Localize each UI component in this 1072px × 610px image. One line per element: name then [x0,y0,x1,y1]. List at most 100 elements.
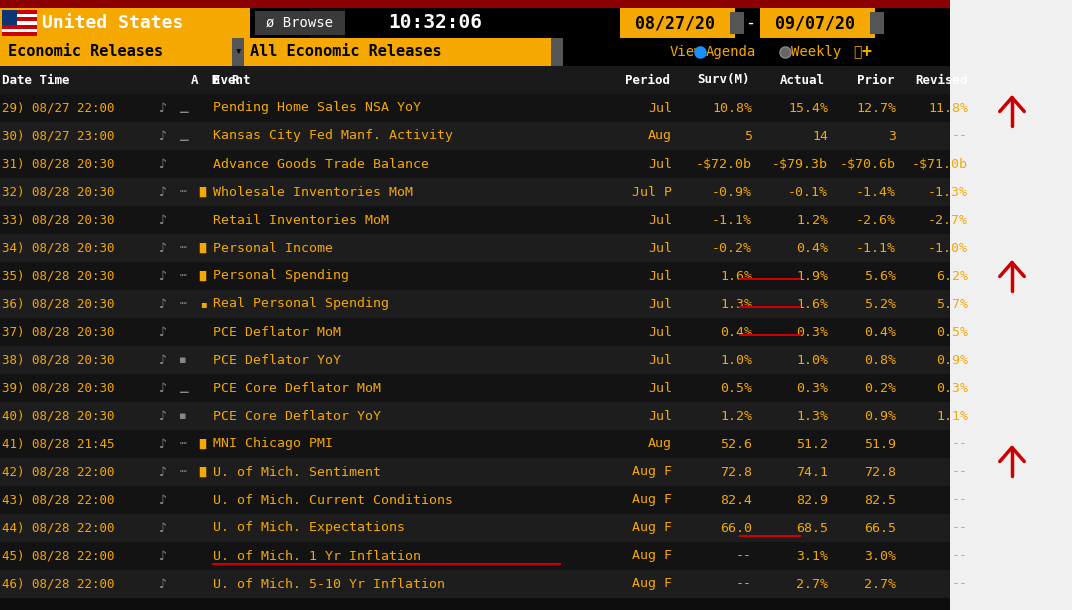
Text: Jul: Jul [647,409,672,423]
Text: Jul P: Jul P [632,185,672,198]
Text: 33) 08/28 20:30: 33) 08/28 20:30 [2,214,115,226]
Text: U. of Mich. Expectations: U. of Mich. Expectations [213,522,405,534]
Text: -: - [745,14,755,32]
Text: 38) 08/28 20:30: 38) 08/28 20:30 [2,354,115,367]
Text: ┉: ┉ [180,271,187,281]
Text: R: R [232,73,239,87]
Bar [0,38,235,66]
Text: --: -- [952,522,968,534]
Bar [0,66,950,94]
Text: 1.0%: 1.0% [796,354,828,367]
Text: Event: Event [213,73,251,87]
Text: U. of Mich. Sentiment: U. of Mich. Sentiment [213,465,381,478]
Text: 0.4%: 0.4% [864,326,896,339]
Text: 2.7%: 2.7% [796,578,828,590]
Text: 1.2%: 1.2% [720,409,751,423]
Text: ┉: ┉ [180,243,187,253]
Text: 37) 08/28 20:30: 37) 08/28 20:30 [2,326,115,339]
Text: Jul: Jul [647,157,672,171]
Bar [2,13,38,18]
Text: 82.4: 82.4 [720,493,751,506]
Text: --: -- [736,578,751,590]
Text: ♪: ♪ [159,214,167,226]
Bar [2,10,17,25]
Text: 82.9: 82.9 [796,493,828,506]
Text: ♪: ♪ [159,270,167,282]
Text: Aug: Aug [647,129,672,143]
Bar [620,8,735,38]
Text: 43) 08/28 22:00: 43) 08/28 22:00 [2,493,115,506]
Bar [2,29,38,32]
Text: ♪: ♪ [159,185,167,198]
Text: 66.0: 66.0 [720,522,751,534]
Text: -1.1%: -1.1% [712,214,751,226]
Text: ▾: ▾ [235,46,242,59]
Text: 45) 08/28 22:00: 45) 08/28 22:00 [2,550,115,562]
Text: ♪: ♪ [159,354,167,367]
Bar [232,38,244,66]
Text: Jul: Jul [647,354,672,367]
Text: ♪: ♪ [159,409,167,423]
Text: Retail Inventories MoM: Retail Inventories MoM [213,214,389,226]
Text: ♪: ♪ [159,522,167,534]
Text: Prior: Prior [858,73,895,87]
Bar [525,8,1006,38]
Text: Agenda: Agenda [706,45,756,59]
Text: 14: 14 [812,129,828,143]
Text: 5.2%: 5.2% [864,298,896,310]
Text: View: View [670,45,703,59]
Text: 🔍: 🔍 [853,45,862,59]
Text: PCE Deflator MoM: PCE Deflator MoM [213,326,341,339]
Text: 35) 08/28 20:30: 35) 08/28 20:30 [2,270,115,282]
Text: ▐▌: ▐▌ [195,467,210,477]
Bar [0,486,950,514]
Text: 0.5%: 0.5% [936,326,968,339]
Text: ♪: ♪ [159,326,167,339]
Bar [870,12,884,34]
Text: 46) 08/28 22:00: 46) 08/28 22:00 [2,578,115,590]
Bar [244,38,554,66]
Bar [0,318,950,346]
Text: ▐▌: ▐▌ [195,439,210,449]
Bar [2,10,38,36]
Bar [0,346,950,374]
Text: -2.6%: -2.6% [857,214,896,226]
Text: ♪: ♪ [159,493,167,506]
Text: 5.6%: 5.6% [864,270,896,282]
Text: Aug F: Aug F [632,493,672,506]
Text: 1.2%: 1.2% [796,214,828,226]
Text: Kansas City Fed Manf. Activity: Kansas City Fed Manf. Activity [213,129,453,143]
Bar [0,0,1072,8]
Text: --: -- [952,578,968,590]
Text: 0.8%: 0.8% [864,354,896,367]
Text: +: + [862,43,872,61]
Text: Pending Home Sales NSA YoY: Pending Home Sales NSA YoY [213,101,421,115]
Text: ♪: ♪ [159,381,167,395]
Text: 74.1: 74.1 [796,465,828,478]
Text: U. of Mich. Current Conditions: U. of Mich. Current Conditions [213,493,453,506]
Text: --: -- [952,437,968,451]
Text: 11.8%: 11.8% [928,101,968,115]
Text: 0.4%: 0.4% [796,242,828,254]
Text: M: M [211,73,219,87]
Text: 09/07/20: 09/07/20 [775,14,855,32]
Bar [0,458,950,486]
Text: MNI Chicago PMI: MNI Chicago PMI [213,437,333,451]
Bar [0,206,950,234]
Text: 1.3%: 1.3% [796,409,828,423]
Text: 0.5%: 0.5% [720,381,751,395]
Text: 44) 08/28 22:00: 44) 08/28 22:00 [2,522,115,534]
Text: -1.1%: -1.1% [857,242,896,254]
Bar [0,122,950,150]
Text: ♪: ♪ [159,242,167,254]
Text: -$79.3b: -$79.3b [772,157,828,171]
Text: ▪: ▪ [199,299,206,309]
Text: Personal Income: Personal Income [213,242,333,254]
Bar [0,430,950,458]
Text: ♪: ♪ [159,550,167,562]
Text: Jul: Jul [647,214,672,226]
Bar [950,0,1072,610]
Bar [551,38,563,66]
Text: ♪: ♪ [159,157,167,171]
Text: 6.2%: 6.2% [936,270,968,282]
